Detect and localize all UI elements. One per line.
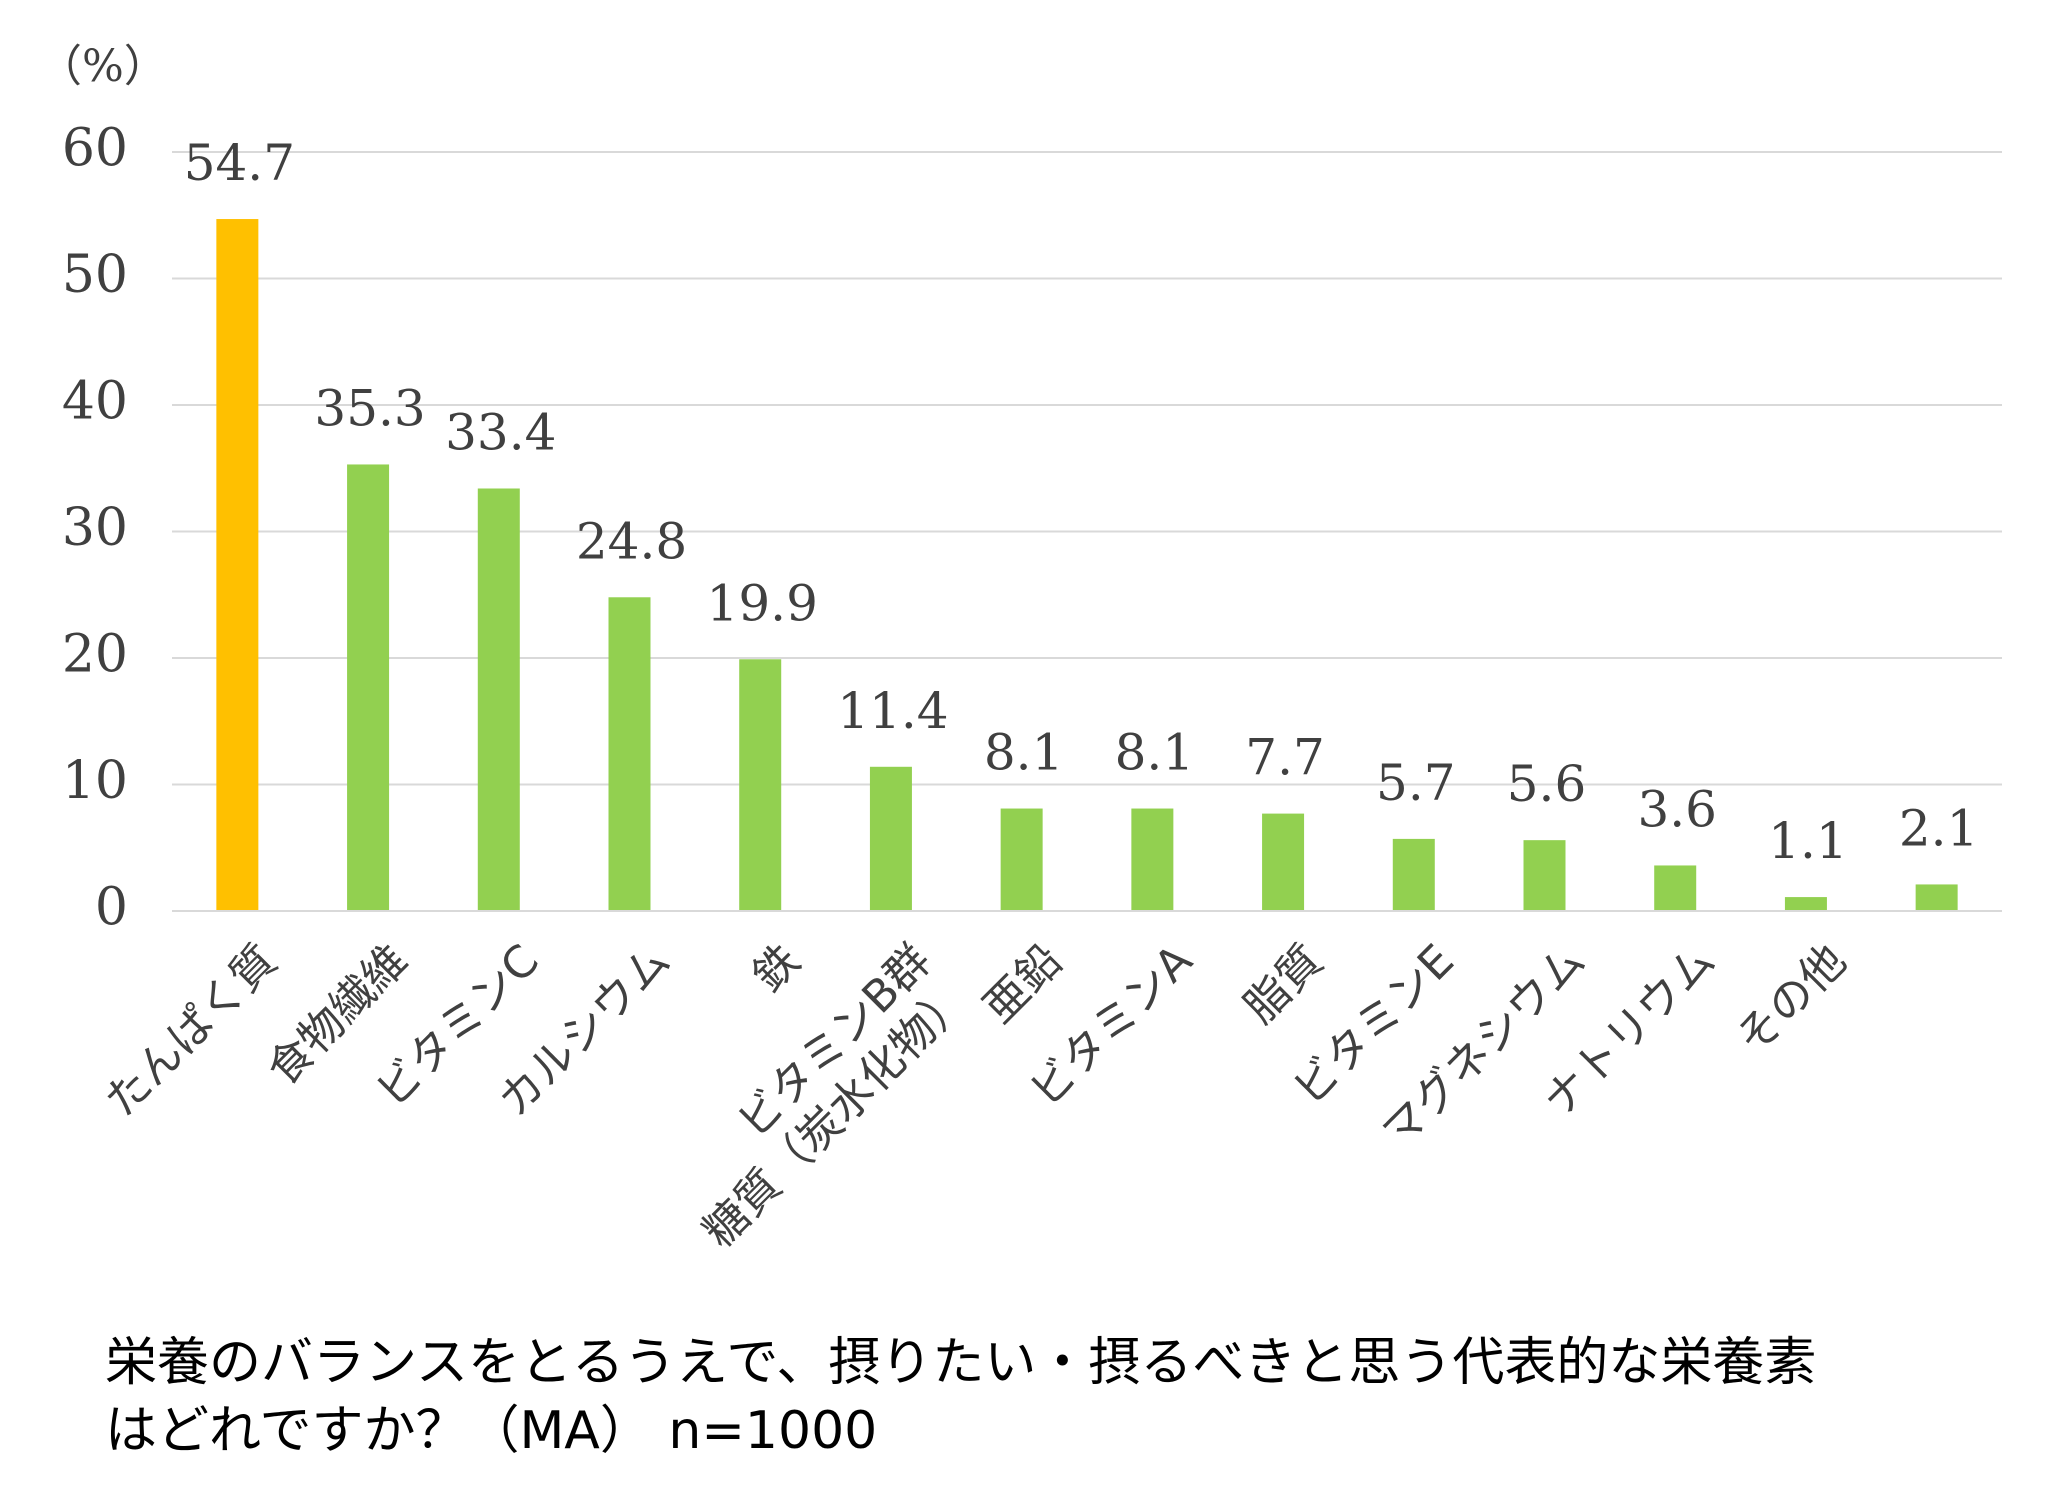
y-tick-label: 60 [62,119,128,179]
y-tick-label: 50 [62,245,128,305]
y-tick-label: 20 [62,625,128,685]
bar [1784,897,1827,911]
y-tick-label: 40 [62,372,128,432]
y-tick-label: 0 [95,878,128,938]
value-label: 54.7 [184,134,295,192]
value-label: 33.4 [445,403,556,461]
bar [477,488,520,911]
y-tick-label: 30 [62,498,128,558]
value-label: 1.1 [1768,812,1848,870]
value-label: 5.7 [1376,754,1456,812]
value-label: 24.8 [576,512,687,570]
bar [869,766,912,911]
bar [739,659,782,911]
value-label: 5.6 [1507,755,1587,813]
value-label: 2.1 [1899,799,1979,857]
y-axis-label: （%） [38,41,168,92]
bar [1131,808,1174,911]
bar [608,597,651,911]
y-tick-label: 10 [62,751,128,811]
value-label: 19.9 [707,574,818,632]
value-label: 7.7 [1245,729,1325,787]
bar [1392,838,1435,911]
value-label: 11.4 [837,682,948,740]
bar [347,464,390,911]
bar [1523,840,1566,911]
bar [1654,865,1697,911]
bar [1000,808,1043,911]
bar [1262,813,1305,911]
chart-title: 栄養のバランスをとるうえで、摂りたい・摂るべきと思う代表的な栄養素 はどれですか… [105,1333,1817,1461]
value-label: 8.1 [984,724,1064,782]
value-label: 8.1 [1115,724,1195,782]
value-label: 35.3 [314,379,425,437]
bar [1915,884,1958,911]
value-label: 3.6 [1637,780,1717,838]
bar [216,219,259,912]
